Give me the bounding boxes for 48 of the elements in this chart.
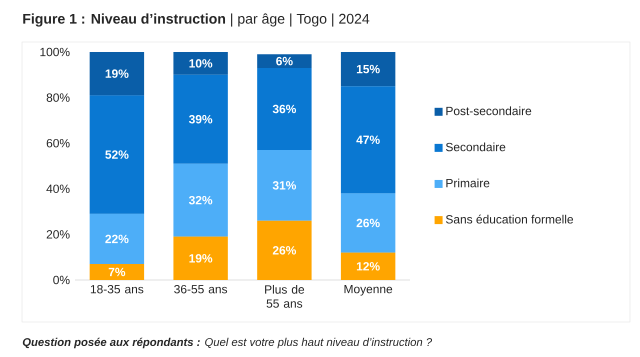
- text: Question posée aux répondants : Quel est votre plus haut niveau d’instruction ?: [22, 338, 432, 348]
- data-label: 19%: [189, 254, 212, 263]
- bar: [90, 264, 144, 280]
- bar: [340, 52, 396, 86]
- y-tick-label: 80%: [46, 93, 70, 102]
- data-label: 12%: [356, 262, 380, 271]
- data-label: 52%: [105, 150, 129, 159]
- bar: [257, 150, 312, 221]
- legend-label: Primaire: [446, 178, 490, 188]
- bar: [90, 214, 144, 264]
- y-tick-label: 0%: [53, 276, 70, 284]
- bar: [173, 164, 228, 237]
- x-tick-label: 36-55 ans: [174, 284, 228, 294]
- y-tick-label: 20%: [46, 230, 70, 239]
- legend-label: Secondaire: [446, 142, 506, 152]
- data-label: 26%: [356, 218, 380, 228]
- data-label: 47%: [356, 136, 380, 144]
- data-label: 6%: [276, 56, 293, 66]
- bar: [340, 252, 396, 280]
- data-label: 31%: [272, 181, 296, 190]
- data-label: 22%: [105, 234, 129, 244]
- data-label: 7%: [108, 268, 126, 276]
- chart-title: Figure 1 : Niveau d’instruction | par âge | Togo | 2024: [23, 13, 370, 27]
- bar: [257, 54, 312, 68]
- data-label: 15%: [356, 64, 380, 74]
- x-tick-label: Moyenne: [344, 284, 392, 296]
- bar: [173, 74, 228, 164]
- y-tick-label: 100%: [40, 48, 70, 56]
- data-label: 36%: [272, 104, 296, 114]
- data-label: 10%: [189, 59, 212, 68]
- bar: [173, 52, 228, 75]
- data-label: 32%: [188, 196, 212, 204]
- bar: [90, 95, 144, 214]
- bar: [340, 193, 396, 253]
- bar: [257, 220, 312, 280]
- y-tick-label: 60%: [46, 138, 70, 148]
- y-tick-label: 40%: [46, 184, 70, 194]
- data-label: 19%: [106, 69, 129, 78]
- bar: [173, 236, 228, 280]
- bar: [90, 52, 144, 96]
- legend-label: Sans éducation formelle: [446, 214, 574, 224]
- bar: [257, 68, 312, 150]
- legend-label: Post-secondaire: [446, 106, 532, 116]
- data-label: 26%: [272, 246, 296, 255]
- x-tick-label: 18-35 ans: [90, 284, 144, 294]
- data-label: 39%: [188, 115, 212, 124]
- bar: [340, 86, 396, 194]
- x-tick-label: Plus de 55 ans: [265, 284, 304, 308]
